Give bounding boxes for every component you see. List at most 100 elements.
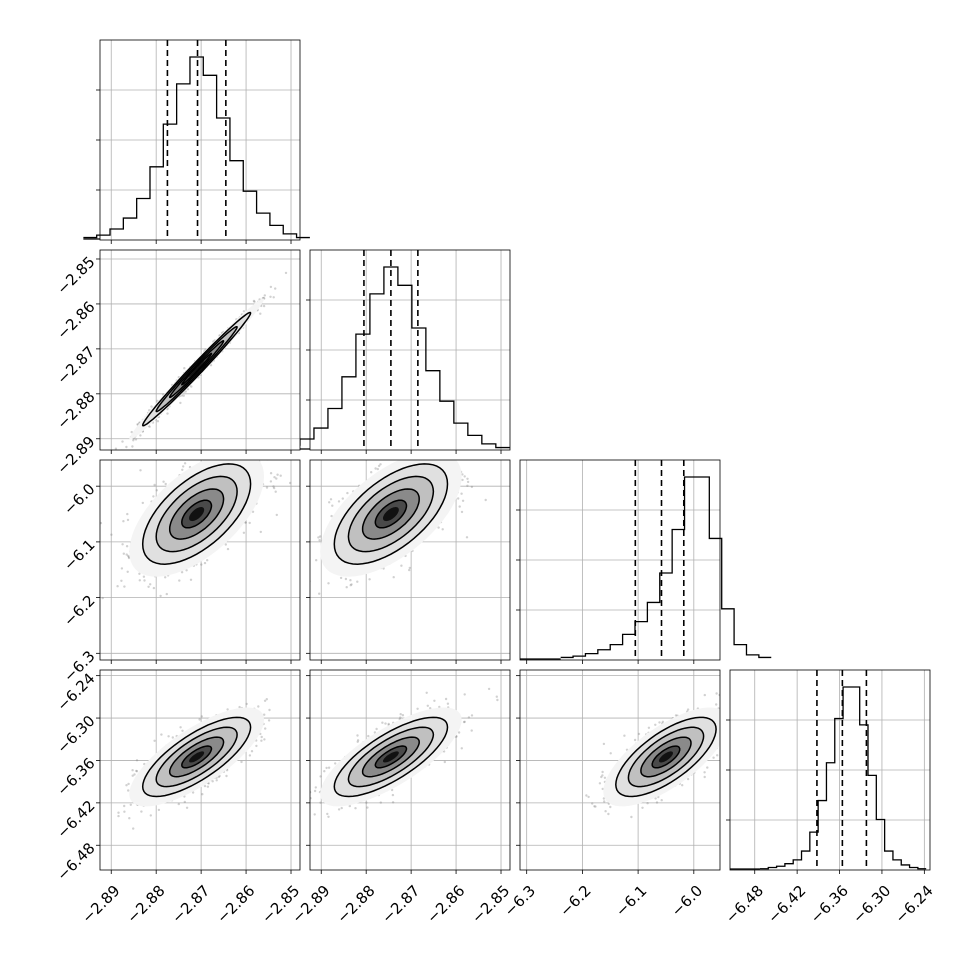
scatter-point — [248, 521, 251, 525]
density-level — [189, 507, 205, 522]
contour-line — [168, 339, 225, 399]
scatter-point — [478, 453, 480, 455]
scatter-point — [356, 580, 359, 583]
scatter-point — [185, 569, 188, 572]
scatter-point — [327, 766, 331, 769]
scatter-point — [178, 579, 181, 582]
joint-panel-p1-p2 — [309, 453, 519, 661]
scatter-point — [171, 736, 174, 739]
scatter-point — [226, 708, 229, 711]
scatter-point — [160, 733, 163, 736]
scatter-point — [252, 299, 256, 303]
scatter-point — [240, 760, 243, 764]
scatter-point — [133, 773, 136, 776]
scatter-point — [495, 695, 498, 698]
scatter-point — [314, 786, 317, 789]
joint-panel-p0-p1 — [89, 249, 301, 480]
scatter-point — [381, 721, 384, 724]
scatter-point — [470, 485, 474, 489]
scatter-point — [517, 464, 519, 466]
hist-step — [271, 266, 510, 449]
scatter-point — [289, 481, 292, 485]
scatter-point — [121, 543, 124, 546]
scatter-point — [262, 304, 266, 308]
scatter-point — [211, 780, 214, 783]
scatter-point — [457, 731, 461, 734]
scatter-point — [203, 784, 207, 788]
scatter-point — [117, 814, 120, 818]
scatter-point — [260, 735, 263, 739]
scatter-point — [181, 729, 184, 732]
scatter-point — [251, 456, 253, 458]
scatter-point — [327, 815, 330, 818]
scatter-point — [153, 483, 156, 487]
scatter-point — [392, 576, 395, 579]
scatter-point — [350, 583, 353, 586]
hist-panel-p3 — [729, 669, 931, 871]
scatter-point — [400, 564, 403, 567]
scatter-point — [89, 478, 91, 480]
scatter-point — [162, 480, 165, 483]
scatter-point — [379, 463, 382, 466]
scatter-point — [458, 505, 461, 508]
scatter-point — [284, 271, 288, 275]
contour-line — [155, 325, 238, 413]
scatter-point — [143, 579, 146, 582]
scatter-point — [409, 455, 411, 457]
scatter-point — [264, 727, 267, 730]
scatter-point — [127, 782, 130, 786]
joint-content — [310, 453, 519, 595]
scatter-point — [272, 485, 275, 488]
scatter-point — [125, 445, 128, 449]
scatter-point — [182, 465, 185, 468]
scatter-point — [408, 566, 411, 570]
scatter-point — [142, 575, 146, 578]
scatter-point — [387, 722, 390, 726]
joint-content — [89, 271, 288, 480]
panel-frame — [309, 459, 511, 661]
scatter-point — [263, 294, 266, 297]
scatter-point — [328, 501, 331, 504]
scatter-point — [201, 793, 204, 796]
scatter-point — [272, 486, 276, 490]
scatter-point — [127, 789, 130, 792]
scatter-point — [141, 501, 144, 505]
scatter-point — [269, 295, 272, 298]
scatter-point — [131, 445, 134, 448]
scatter-point — [274, 490, 277, 493]
scatter-point — [255, 454, 257, 456]
scatter-point — [97, 466, 99, 468]
scatter-point — [376, 467, 379, 471]
scatter-point — [125, 784, 128, 787]
scatter-point — [250, 750, 254, 753]
scatter-point — [346, 491, 349, 495]
scatter-point — [345, 586, 348, 589]
scatter-point — [275, 477, 278, 480]
scatter-point — [181, 468, 184, 471]
scatter-point — [224, 543, 227, 546]
scatter-point — [101, 596, 104, 600]
scatter-point — [155, 489, 158, 492]
scatter-point — [399, 716, 402, 719]
scatter-point — [255, 457, 257, 459]
hist-step — [759, 686, 927, 870]
scatter-point — [465, 536, 469, 539]
contour-line — [374, 499, 408, 529]
scatter-point — [318, 592, 321, 595]
hist-step — [83, 56, 310, 239]
scatter-point — [276, 473, 279, 476]
scatter-point — [330, 514, 333, 518]
scatter-point — [268, 708, 271, 712]
scatter-point — [180, 394, 183, 397]
scatter-point — [138, 579, 141, 582]
scatter-point — [123, 810, 126, 813]
joint-panel-p0-p3 — [99, 669, 301, 871]
joint-content — [117, 698, 271, 830]
scatter-point — [244, 521, 247, 524]
scatter-point — [377, 464, 381, 468]
scatter-point — [466, 480, 470, 484]
scatter-point — [442, 455, 444, 457]
scatter-point — [167, 735, 170, 738]
scatter-point — [135, 769, 138, 773]
contour-line — [361, 488, 420, 540]
